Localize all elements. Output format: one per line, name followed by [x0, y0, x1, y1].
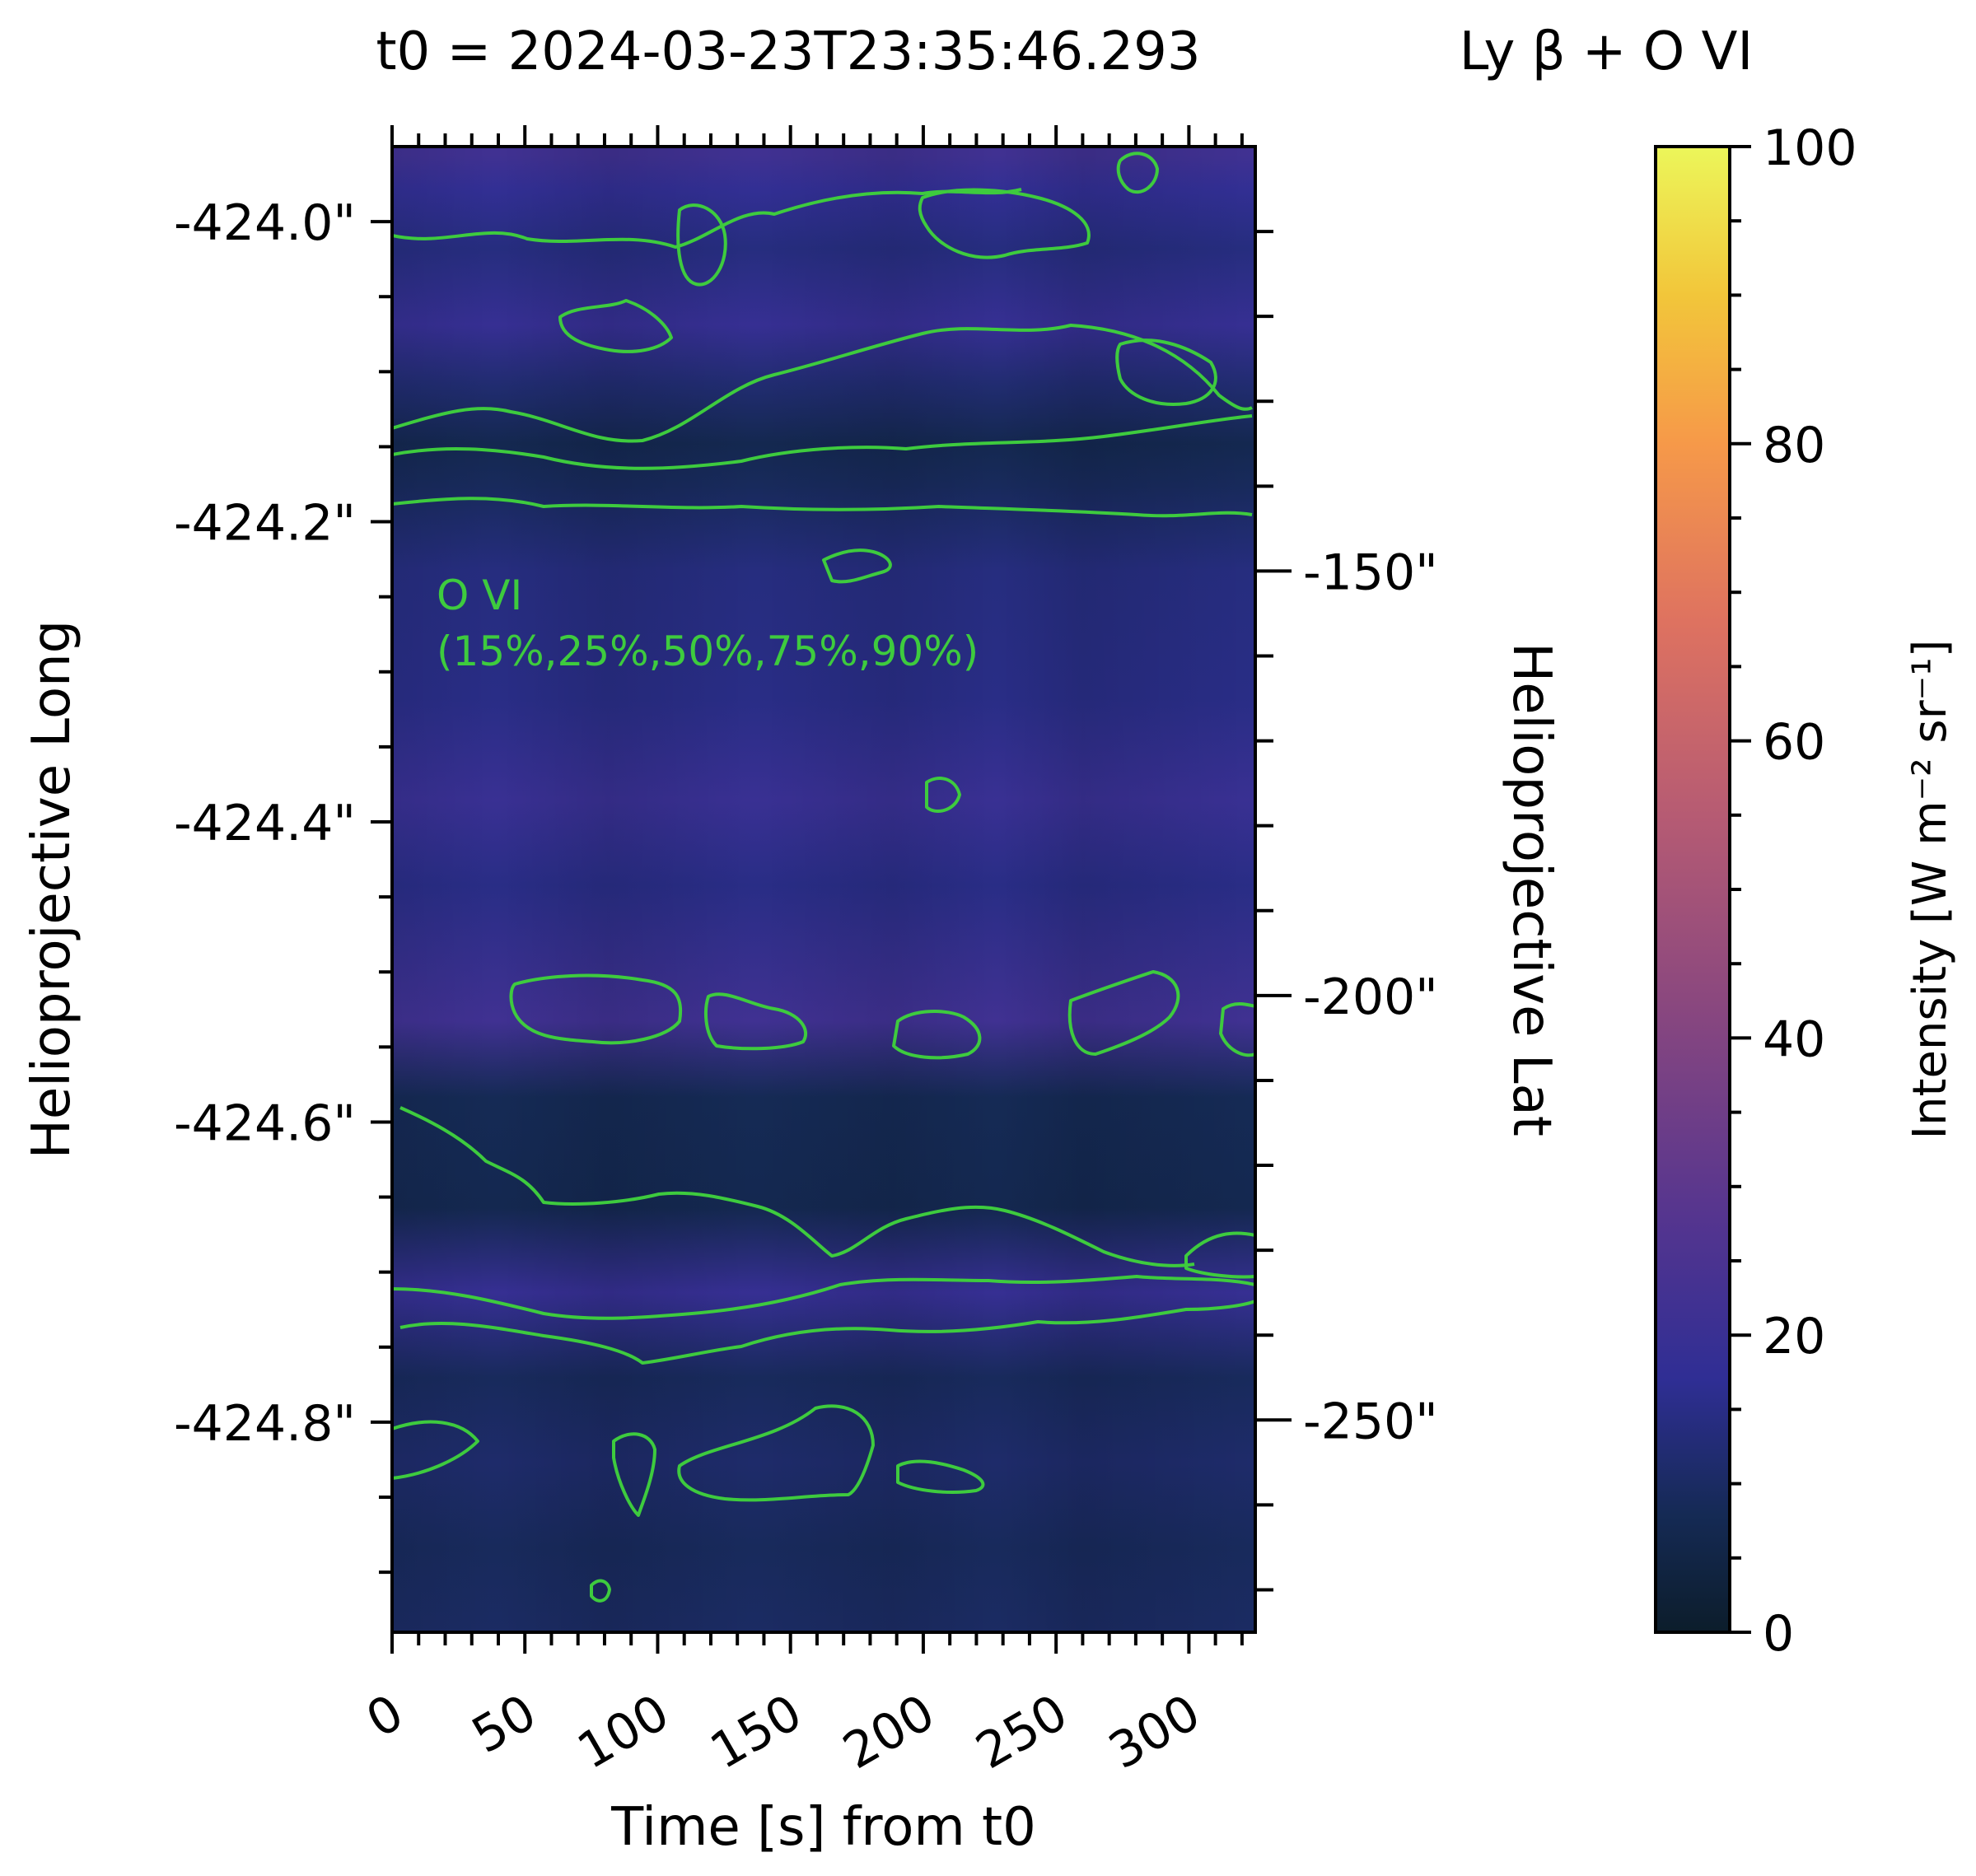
x-tick-label: 100	[568, 1683, 679, 1780]
contour-island	[1219, 1002, 1255, 1057]
contour-island	[1115, 338, 1217, 406]
y-axis-label-right: Helioprojective Lat	[1501, 642, 1562, 1136]
y-left-tick-label: -424.4"	[174, 795, 356, 852]
x-tick-label: 0	[357, 1683, 413, 1749]
contour-island	[1067, 970, 1180, 1056]
plot-frame	[390, 145, 1257, 1634]
colorbar-tick-label: 60	[1763, 714, 1825, 772]
y-axis-label-left: Helioprojective Long	[21, 620, 82, 1160]
chart-title-right: Ly β + O VI	[1460, 21, 1754, 82]
contour-island	[925, 777, 961, 813]
colorbar-tick-label: 20	[1763, 1308, 1825, 1365]
contour-island	[612, 1432, 656, 1517]
contour-line	[392, 324, 1253, 443]
colorbar-label: Intensity [W m⁻² sr⁻¹]	[1904, 640, 1957, 1140]
colorbar-tick-label: 100	[1763, 119, 1857, 177]
contour-island	[392, 1420, 479, 1480]
contour-line	[392, 1275, 1255, 1320]
contour-line	[399, 1106, 1195, 1267]
x-axis-top	[390, 125, 1244, 147]
contour-label-line1: O VI	[437, 572, 522, 619]
contour-island	[704, 992, 808, 1051]
contour-island	[1116, 152, 1159, 194]
contour-line	[399, 1300, 1255, 1365]
x-tick-label: 50	[463, 1683, 546, 1765]
colorbar-tick-label: 80	[1763, 417, 1825, 474]
colorbar	[1654, 145, 1731, 1634]
contour-island	[676, 203, 727, 287]
contour-island	[558, 299, 673, 353]
colorbar-axis: 0 20 40 60 80 100	[1730, 119, 1857, 1663]
chart-title-left: t0 = 2024-03-23T23:35:46.293	[376, 21, 1200, 82]
y-left-tick-label: -424.8"	[174, 1395, 356, 1453]
contour-island	[590, 1579, 611, 1603]
contour-line	[392, 497, 1253, 518]
contour-island	[918, 188, 1091, 259]
oVI-contours	[392, 152, 1255, 1603]
y-left-tick-label: -424.6"	[174, 1094, 356, 1152]
x-tick-label: 150	[701, 1683, 811, 1780]
y-right-tick-label: -200"	[1303, 968, 1438, 1026]
colorbar-tick-label: 40	[1763, 1010, 1825, 1068]
y-axis-right: -150" -200" -250"	[1255, 230, 1438, 1592]
contour-label-line2: (15%,25%,50%,75%,90%)	[437, 628, 979, 675]
contour-island	[677, 1404, 875, 1502]
heatmap-time-modulation	[392, 147, 1255, 1632]
x-tick-label: 300	[1100, 1683, 1210, 1780]
contour-island	[896, 1459, 985, 1494]
x-tick-label: 200	[834, 1683, 944, 1780]
contour-island	[892, 1010, 982, 1060]
contour-island	[509, 973, 683, 1045]
x-tick-label: 250	[966, 1683, 1077, 1780]
x-axis-label: Time [s] from t0	[610, 1797, 1036, 1858]
x-axis-bottom: 0 50 100 150 200 250 300	[357, 1632, 1244, 1780]
y-left-tick-label: -424.0"	[174, 194, 356, 252]
y-right-tick-label: -250"	[1303, 1393, 1438, 1450]
y-left-tick-label: -424.2"	[174, 495, 356, 553]
y-right-tick-label: -150"	[1303, 544, 1438, 601]
heatmap: O VI (15%,25%,50%,75%,90%)	[392, 147, 1255, 1632]
contour-line	[392, 188, 1022, 249]
colorbar-tick-label: 0	[1763, 1605, 1794, 1663]
contour-island	[1184, 1231, 1255, 1279]
y-axis-left: -424.0" -424.2" -424.4" -424.6" -424.8"	[174, 194, 392, 1575]
contour-island	[822, 548, 892, 584]
contour-line	[392, 414, 1253, 470]
